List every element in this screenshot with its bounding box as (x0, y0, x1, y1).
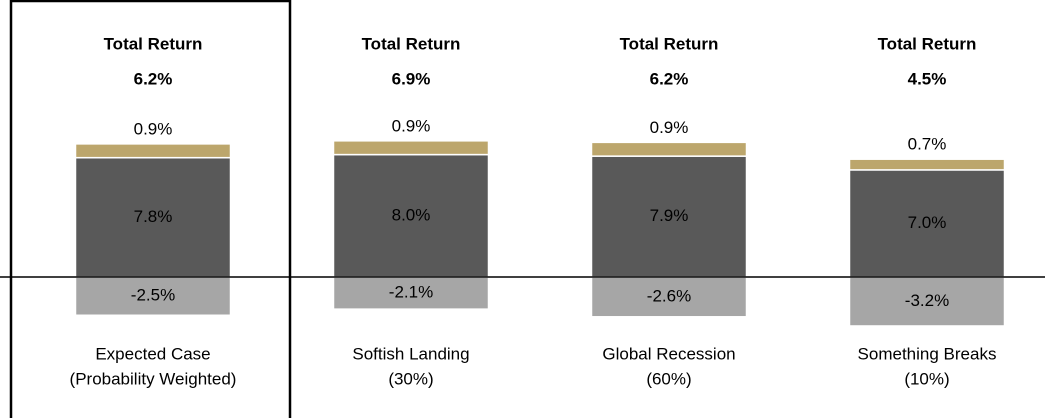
total-value: 6.9% (392, 69, 431, 88)
data-label: 0.9% (134, 119, 173, 138)
data-label: -3.2% (905, 291, 949, 310)
total-value: 4.5% (908, 69, 947, 88)
data-label: -2.1% (389, 283, 433, 302)
category-label: Something Breaks (858, 344, 997, 363)
category-label: (60%) (646, 369, 691, 388)
data-label: -2.5% (131, 286, 175, 305)
category-label: (30%) (388, 369, 433, 388)
total-value: 6.2% (650, 69, 689, 88)
bar-segment (74, 156, 232, 278)
bar-segment (848, 158, 1006, 171)
category-label: (10%) (904, 369, 949, 388)
bar-segment (590, 276, 748, 318)
bar-segment (590, 155, 748, 278)
data-label: 7.8% (134, 207, 173, 226)
data-label: 0.9% (392, 116, 431, 135)
bar-segment (590, 141, 748, 157)
data-label: -2.6% (647, 286, 691, 305)
data-label: 7.9% (650, 206, 689, 225)
total-title: Total Return (104, 34, 203, 53)
bar-segment (848, 276, 1006, 327)
bar-segment (74, 143, 232, 159)
data-label: 7.0% (908, 213, 947, 232)
bar-segment (332, 140, 490, 156)
total-title: Total Return (878, 34, 977, 53)
category-label: Softish Landing (352, 344, 469, 363)
bar-segment (74, 276, 232, 316)
total-title: Total Return (362, 34, 461, 53)
total-title: Total Return (620, 34, 719, 53)
category-label: (Probability Weighted) (70, 369, 237, 388)
highlight-box (9, 0, 292, 418)
total-value: 6.2% (134, 69, 173, 88)
data-label: 0.7% (908, 135, 947, 154)
data-label: 8.0% (392, 205, 431, 224)
data-label: 0.9% (650, 118, 689, 137)
bar-segment (848, 169, 1006, 278)
bar-segment (332, 153, 490, 278)
category-label: Global Recession (602, 344, 735, 363)
category-label: Expected Case (95, 344, 210, 363)
